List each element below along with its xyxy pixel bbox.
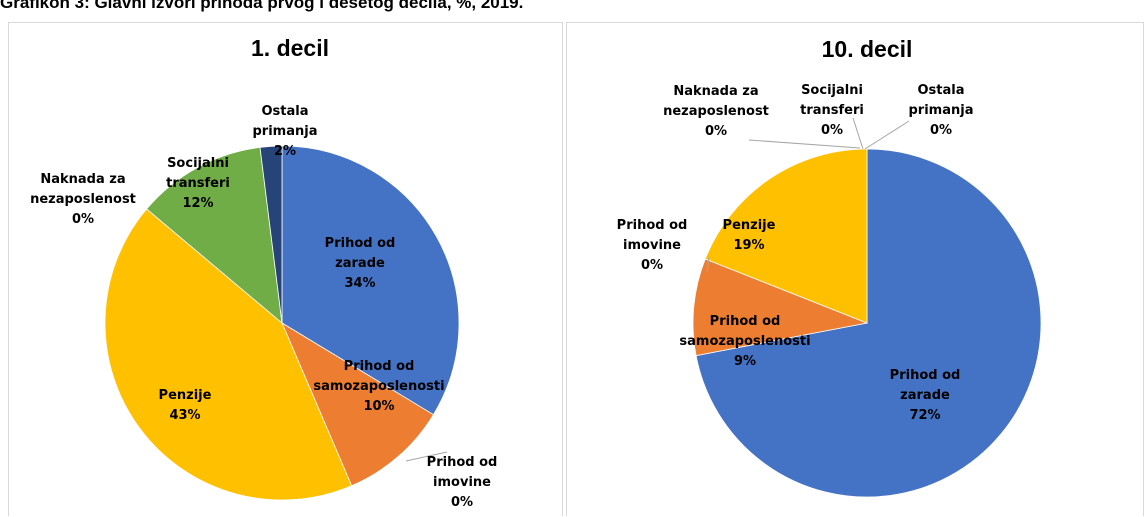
slice-value-nezaposlenost: 0% [705, 124, 727, 139]
slice-label-penzije: Penzije [159, 388, 212, 403]
slice-label-zarade: Prihod od [890, 368, 961, 383]
slice-value-imovine: 0% [641, 258, 663, 273]
slice-value-samozaposlenosti: 9% [734, 354, 756, 369]
data-label-nezaposlenost: Naknada za nezaposlenost 0% [30, 172, 136, 227]
data-label-ostala: Ostala primanja 2% [253, 104, 318, 159]
leader-line-imovine [405, 451, 448, 462]
data-label-socijalni: Socijalni transferi 12% [166, 156, 230, 211]
data-label-zarade: Prihod od zarade 34% [325, 236, 396, 291]
slice-label-ostala: primanja [253, 124, 318, 139]
pie-slice-samozaposlenosti [692, 258, 869, 357]
slice-label-nezaposlenost: Naknada za [40, 172, 125, 187]
pie-slices [104, 145, 460, 501]
slice-value-socijalni: 0% [821, 123, 843, 138]
data-label-socijalni: Socijalni transferi 0% [800, 83, 864, 138]
slice-label-penzije: Penzije [723, 218, 776, 233]
chart-panel-decile-1: 1. decil Prihod od zarade 34% Prihod od samo… [8, 22, 563, 516]
slice-label-ostala: primanja [909, 103, 974, 118]
data-label-penzije: Penzije 19% [723, 218, 776, 253]
slice-value-imovine: 0% [451, 495, 473, 510]
slice-label-samozaposlenosti: Prihod od [710, 314, 781, 329]
slice-label-imovine: imovine [623, 238, 681, 253]
slice-value-zarade: 72% [909, 408, 940, 423]
data-label-imovine: Prihod od imovine 0% [617, 218, 688, 273]
data-label-ostala: Ostala primanja 0% [909, 83, 974, 138]
slice-value-nezaposlenost: 0% [72, 212, 94, 227]
slice-label-zarade: zarade [335, 256, 385, 271]
slice-value-penzije: 19% [733, 238, 764, 253]
pie-slices [692, 148, 1042, 498]
slice-value-penzije: 43% [169, 408, 200, 423]
pie-slice-zarade [695, 148, 1042, 498]
slice-label-samozaposlenosti: Prihod od [344, 359, 415, 374]
slice-label-samozaposlenosti: samozaposlenosti [313, 379, 444, 394]
data-label-samozaposlenosti: Prihod od samozaposlenosti 10% [313, 359, 444, 414]
pie-slice-ostala [259, 145, 283, 324]
slice-label-nezaposlenost: nezaposlenost [663, 104, 769, 119]
slice-label-ostala: Ostala [261, 104, 308, 119]
data-label-nezaposlenost: Naknada za nezaposlenost 0% [663, 84, 769, 139]
chart-panel-decile-10: 10. decil Prihod od zarade 72% Prihod od sam… [566, 22, 1144, 516]
pie-slice-zarade [281, 145, 460, 416]
slice-label-zarade: zarade [900, 388, 950, 403]
slice-label-zarade: Prihod od [325, 236, 396, 251]
slice-value-ostala: 2% [274, 144, 296, 159]
slice-value-samozaposlenosti: 10% [363, 399, 394, 414]
leader-line-socijalni [852, 117, 864, 150]
pie-slice-penzije [704, 148, 868, 324]
slice-label-socijalni: Socijalni [167, 156, 229, 171]
leader-line-nezaposlenost [748, 139, 861, 149]
data-label-zarade: Prihod od zarade 72% [890, 368, 961, 423]
pie-slice-socijalni [146, 146, 283, 324]
slice-label-samozaposlenosti: samozaposlenosti [679, 334, 810, 349]
chart-title: 1. decil [251, 35, 329, 61]
slice-value-zarade: 34% [344, 276, 375, 291]
data-label-imovine: Prihod od imovine 0% [427, 455, 498, 510]
slice-label-socijalni: transferi [800, 103, 864, 118]
leader-line-ostala [864, 120, 910, 150]
pie-slice-penzije [104, 208, 353, 501]
slice-value-socijalni: 12% [182, 196, 213, 211]
chart-title: 10. decil [822, 36, 913, 62]
data-label-penzije: Penzije 43% [159, 388, 212, 423]
slice-label-ostala: Ostala [917, 83, 964, 98]
pie-chart-decile-10: 10. decil Prihod od zarade 72% Prihod od sam… [617, 36, 1042, 498]
figure-title: Grafikon 3: Glavni izvori prihoda prvog … [0, 0, 524, 12]
leader-line-imovine [706, 256, 710, 273]
pie-slice-samozaposlenosti [281, 322, 434, 487]
slice-value-ostala: 0% [930, 123, 952, 138]
slice-label-socijalni: Socijalni [801, 83, 863, 98]
pie-chart-decile-1: 1. decil Prihod od zarade 34% Prihod od samo… [30, 35, 498, 510]
slice-label-nezaposlenost: nezaposlenost [30, 192, 136, 207]
slice-label-imovine: imovine [433, 475, 491, 490]
slice-label-imovine: Prihod od [617, 218, 688, 233]
slice-label-nezaposlenost: Naknada za [673, 84, 758, 99]
data-label-samozaposlenosti: Prihod od samozaposlenosti 9% [679, 314, 810, 369]
slice-label-imovine: Prihod od [427, 455, 498, 470]
slice-label-socijalni: transferi [166, 176, 230, 191]
